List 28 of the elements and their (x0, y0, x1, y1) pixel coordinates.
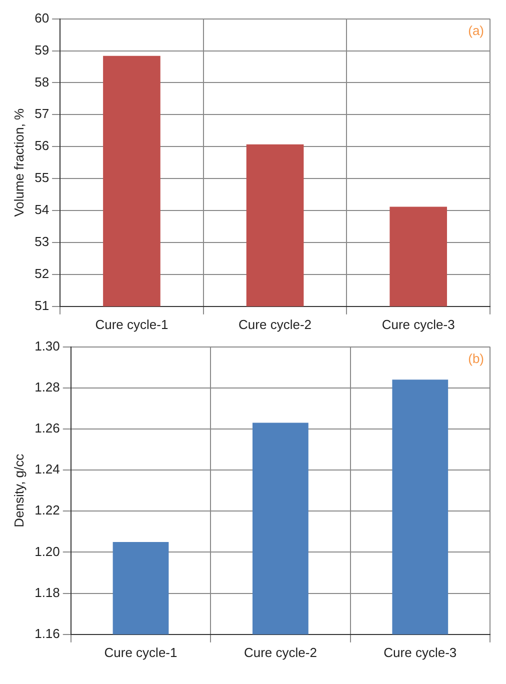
y-tick-label: 58 (34, 74, 50, 90)
y-tick-label: 1.26 (34, 420, 60, 436)
y-tick-label: 51 (34, 298, 50, 313)
x-tick-label: Cure cycle-2 (238, 316, 312, 332)
y-tick-label: 57 (34, 106, 50, 122)
y-tick-label: 1.20 (34, 544, 60, 559)
y-tick-label: 1.18 (34, 584, 60, 600)
annotation: (b) (468, 350, 484, 366)
x-tick-label: Cure cycle-1 (104, 644, 178, 660)
y-tick-label: 60 (34, 10, 50, 26)
x-tick-label: Cure cycle-3 (384, 644, 457, 660)
y-tick-label: 59 (34, 42, 50, 58)
annotation: (a) (468, 22, 484, 38)
y-tick-label: 52 (34, 266, 50, 282)
y-tick-label: 56 (34, 138, 50, 154)
y-tick-label: 1.24 (34, 462, 60, 477)
x-tick-label: Cure cycle-2 (244, 644, 317, 660)
y-axis-title: Volume fraction, % (11, 108, 26, 217)
y-tick-label: 1.28 (34, 379, 60, 394)
y-tick-label: 55 (34, 170, 50, 186)
x-tick-label: Cure cycle-3 (382, 316, 455, 332)
x-tick-label: Cure cycle-1 (95, 316, 168, 332)
y-tick-label: 1.22 (34, 502, 60, 518)
y-tick-label: 53 (34, 234, 50, 250)
y-axis-title: Density, g/cc (11, 453, 26, 528)
y-tick-label: 1.16 (34, 626, 60, 641)
y-tick-label: 1.30 (34, 338, 60, 354)
y-tick-label: 54 (34, 202, 50, 218)
